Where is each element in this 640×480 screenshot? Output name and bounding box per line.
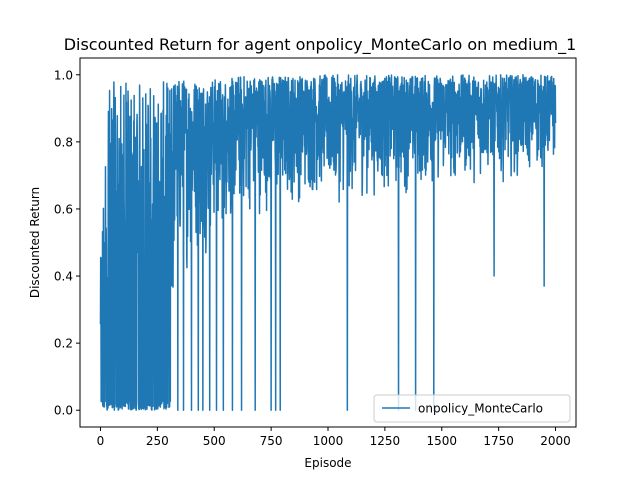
y-tick-label: 0.2 <box>54 337 73 351</box>
legend-label: onpolicy_MonteCarlo <box>418 402 543 416</box>
x-tick-label: 500 <box>203 434 226 448</box>
x-tick-label: 1500 <box>426 434 457 448</box>
x-tick-label: 750 <box>260 434 283 448</box>
x-tick-label: 0 <box>97 434 105 448</box>
series-line-onpolicy-montecarlo <box>99 74 557 411</box>
legend: onpolicy_MonteCarlo <box>373 394 571 423</box>
y-tick-label: 1.0 <box>54 68 73 82</box>
plot-area <box>99 74 557 411</box>
y-tick-label: 0.0 <box>54 404 73 418</box>
x-tick-label: 1000 <box>313 434 344 448</box>
chart-title: Discounted Return for agent onpolicy_Mon… <box>64 35 577 55</box>
x-tick-label: 250 <box>146 434 169 448</box>
x-axis-label: Episode <box>304 456 351 470</box>
y-tick-label: 0.4 <box>54 270 73 284</box>
x-tick-label: 2000 <box>540 434 571 448</box>
x-tick-label: 1250 <box>370 434 401 448</box>
axis-ticks: 0 250 500 750 1000 1250 1500 1750 2000 0.0 0.2 0.4 0… <box>54 68 571 448</box>
y-tick-label: 0.6 <box>54 202 73 216</box>
legend-box <box>373 394 571 423</box>
y-tick-label: 0.8 <box>54 135 73 149</box>
y-axis-label: Discounted Return <box>28 187 42 298</box>
x-tick-label: 1750 <box>483 434 514 448</box>
